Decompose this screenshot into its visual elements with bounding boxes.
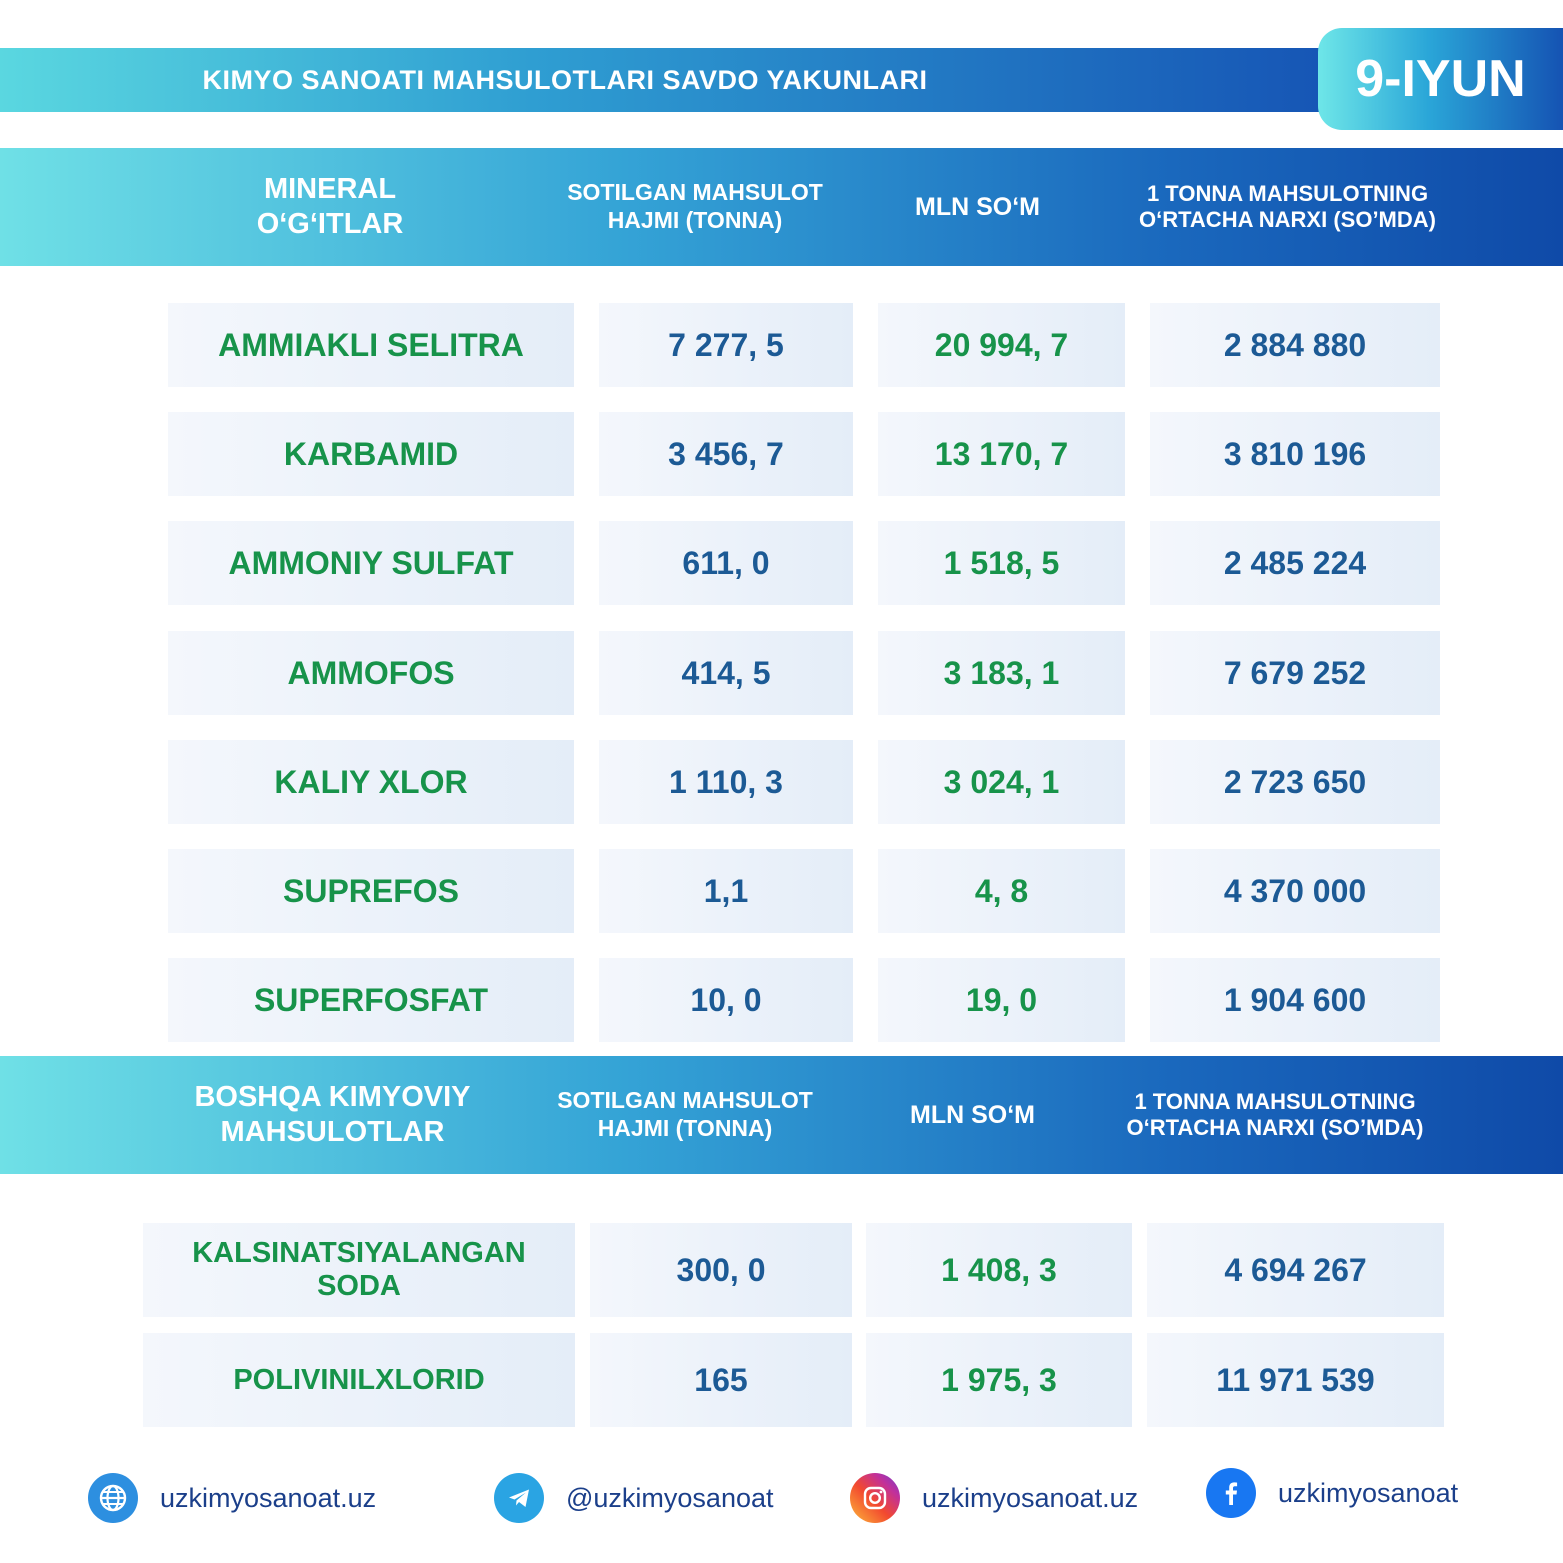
product-name: AMMOFOS — [168, 631, 574, 715]
header-volume: SOTILGAN MAHSULOT HAJMI (TONNA) — [557, 1087, 813, 1141]
product-name: AMMONIY SULFAT — [168, 521, 574, 605]
price-value: 2 723 650 — [1150, 740, 1440, 824]
other-chemicals-header: BOSHQA KIMYOVIY MAHSULOTLAR SOTILGAN MAH… — [0, 1056, 1563, 1174]
price-value: 2 485 224 — [1150, 521, 1440, 605]
mineral-fertilizers-header: MINERAL O‘G‘ITLAR SOTILGAN MAHSULOT HAJM… — [0, 148, 1563, 266]
amount-value: 4, 8 — [878, 849, 1125, 933]
header-category: MINERAL O‘G‘ITLAR — [256, 173, 404, 240]
volume-value: 611, 0 — [599, 521, 853, 605]
volume-value: 3 456, 7 — [599, 412, 853, 496]
footer-website[interactable]: uzkimyosanoat.uz — [88, 1468, 376, 1528]
volume-value: 1,1 — [599, 849, 853, 933]
footer-facebook[interactable]: uzkimyosanoat — [1206, 1463, 1458, 1523]
price-value: 4 370 000 — [1150, 849, 1440, 933]
product-name: KALSINATSIYALANGAN SODA — [143, 1223, 575, 1317]
product-name: AMMIAKLI SELITRA — [168, 303, 574, 387]
globe-icon — [88, 1473, 138, 1523]
volume-value: 10, 0 — [599, 958, 853, 1042]
facebook-icon — [1206, 1468, 1256, 1518]
header-price: 1 TONNA MAHSULOTNING O‘RTACHA NARXI (SO’… — [1126, 1088, 1424, 1140]
telegram-link[interactable]: @uzkimyosanoat — [566, 1482, 774, 1513]
header-category: BOSHQA KIMYOVIY MAHSULOTLAR — [194, 1081, 471, 1148]
volume-value: 300, 0 — [590, 1223, 852, 1317]
telegram-icon — [494, 1473, 544, 1523]
amount-value: 3 183, 1 — [878, 631, 1125, 715]
amount-value: 19, 0 — [878, 958, 1125, 1042]
website-link[interactable]: uzkimyosanoat.uz — [160, 1482, 377, 1513]
product-name: SUPERFOSFAT — [168, 958, 574, 1042]
header-amount: MLN SO‘M — [915, 193, 1040, 221]
price-value: 2 884 880 — [1150, 303, 1440, 387]
amount-value: 20 994, 7 — [878, 303, 1125, 387]
instagram-icon — [850, 1473, 900, 1523]
amount-value: 1 975, 3 — [866, 1333, 1132, 1427]
volume-value: 165 — [590, 1333, 852, 1427]
price-value: 1 904 600 — [1150, 958, 1440, 1042]
footer-instagram[interactable]: uzkimyosanoat.uz — [850, 1468, 1138, 1528]
header-volume: SOTILGAN MAHSULOT HAJMI (TONNA) — [567, 179, 823, 233]
facebook-link[interactable]: uzkimyosanoat — [1278, 1477, 1459, 1508]
amount-value: 1 408, 3 — [866, 1223, 1132, 1317]
header-amount: MLN SO‘M — [910, 1101, 1035, 1129]
price-value: 11 971 539 — [1147, 1333, 1444, 1427]
banner-title: KIMYO SANOATI MAHSULOTLARI SAVDO YAKUNLA… — [202, 64, 928, 95]
volume-value: 1 110, 3 — [599, 740, 853, 824]
amount-value: 1 518, 5 — [878, 521, 1125, 605]
date-badge: 9-IYUN — [1318, 28, 1563, 130]
product-name: KARBAMID — [168, 412, 574, 496]
amount-value: 13 170, 7 — [878, 412, 1125, 496]
price-value: 3 810 196 — [1150, 412, 1440, 496]
product-name: POLIVINILXLORID — [143, 1333, 575, 1427]
volume-value: 7 277, 5 — [599, 303, 853, 387]
product-name: KALIY XLOR — [168, 740, 574, 824]
volume-value: 414, 5 — [599, 631, 853, 715]
amount-value: 3 024, 1 — [878, 740, 1125, 824]
title-banner: KIMYO SANOATI MAHSULOTLARI SAVDO YAKUNLA… — [0, 48, 1330, 112]
product-name: SUPREFOS — [168, 849, 574, 933]
footer-telegram[interactable]: @uzkimyosanoat — [494, 1468, 774, 1528]
header-price: 1 TONNA MAHSULOTNING O‘RTACHA NARXI (SO’… — [1139, 180, 1436, 232]
instagram-link[interactable]: uzkimyosanoat.uz — [922, 1482, 1139, 1513]
price-value: 7 679 252 — [1150, 631, 1440, 715]
price-value: 4 694 267 — [1147, 1223, 1444, 1317]
